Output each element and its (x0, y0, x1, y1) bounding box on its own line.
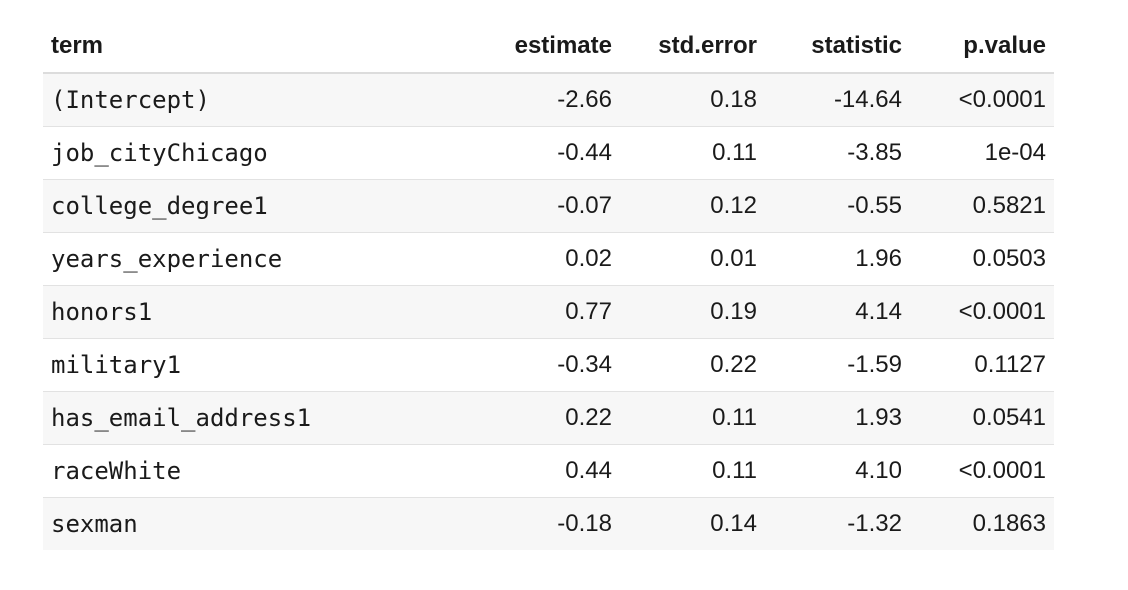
term-cell: raceWhite (43, 444, 470, 498)
p-value-cell: 0.0503 (910, 232, 1054, 286)
table-row: job_cityChicago -0.44 0.11 -3.85 1e-04 (43, 126, 1054, 180)
estimate-cell: -0.07 (470, 179, 620, 233)
statistic-cell: -1.59 (765, 338, 910, 392)
p-value-cell: <0.0001 (910, 73, 1054, 127)
statistic-cell: -0.55 (765, 179, 910, 233)
term-cell: honors1 (43, 285, 470, 339)
table-body: (Intercept) -2.66 0.18 -14.64 <0.0001 jo… (43, 73, 1054, 550)
term-cell: years_experience (43, 232, 470, 286)
p-value-cell: 0.1127 (910, 338, 1054, 392)
estimate-cell: -0.34 (470, 338, 620, 392)
header-term: term (43, 20, 470, 74)
table-header: term estimate std.error statistic p.valu… (43, 20, 1054, 74)
term-cell: military1 (43, 338, 470, 392)
table-row: honors1 0.77 0.19 4.14 <0.0001 (43, 285, 1054, 339)
p-value-cell: 0.5821 (910, 179, 1054, 233)
std-error-cell: 0.14 (620, 497, 765, 550)
std-error-cell: 0.22 (620, 338, 765, 392)
std-error-cell: 0.11 (620, 444, 765, 498)
table-row: college_degree1 -0.07 0.12 -0.55 0.5821 (43, 179, 1054, 233)
std-error-cell: 0.12 (620, 179, 765, 233)
table-row: has_email_address1 0.22 0.11 1.93 0.0541 (43, 391, 1054, 445)
statistic-cell: -1.32 (765, 497, 910, 550)
estimate-cell: 0.77 (470, 285, 620, 339)
table-row: sexman -0.18 0.14 -1.32 0.1863 (43, 497, 1054, 550)
table-row: raceWhite 0.44 0.11 4.10 <0.0001 (43, 444, 1054, 498)
regression-table: term estimate std.error statistic p.valu… (43, 20, 1054, 550)
statistic-cell: -3.85 (765, 126, 910, 180)
term-cell: college_degree1 (43, 179, 470, 233)
header-row: term estimate std.error statistic p.valu… (43, 20, 1054, 74)
estimate-cell: 0.44 (470, 444, 620, 498)
table-row: (Intercept) -2.66 0.18 -14.64 <0.0001 (43, 73, 1054, 127)
header-std-error: std.error (620, 20, 765, 74)
std-error-cell: 0.19 (620, 285, 765, 339)
p-value-cell: 0.1863 (910, 497, 1054, 550)
estimate-cell: 0.02 (470, 232, 620, 286)
term-cell: (Intercept) (43, 73, 470, 127)
header-statistic: statistic (765, 20, 910, 74)
estimate-cell: -2.66 (470, 73, 620, 127)
header-p-value: p.value (910, 20, 1054, 74)
table-row: years_experience 0.02 0.01 1.96 0.0503 (43, 232, 1054, 286)
estimate-cell: -0.44 (470, 126, 620, 180)
std-error-cell: 0.11 (620, 391, 765, 445)
std-error-cell: 0.11 (620, 126, 765, 180)
term-cell: job_cityChicago (43, 126, 470, 180)
regression-table-container: term estimate std.error statistic p.valu… (43, 20, 1054, 550)
term-cell: sexman (43, 497, 470, 550)
header-estimate: estimate (470, 20, 620, 74)
estimate-cell: -0.18 (470, 497, 620, 550)
term-cell: has_email_address1 (43, 391, 470, 445)
std-error-cell: 0.18 (620, 73, 765, 127)
p-value-cell: <0.0001 (910, 444, 1054, 498)
table-row: military1 -0.34 0.22 -1.59 0.1127 (43, 338, 1054, 392)
p-value-cell: 0.0541 (910, 391, 1054, 445)
std-error-cell: 0.01 (620, 232, 765, 286)
statistic-cell: 1.93 (765, 391, 910, 445)
estimate-cell: 0.22 (470, 391, 620, 445)
statistic-cell: 1.96 (765, 232, 910, 286)
statistic-cell: 4.10 (765, 444, 910, 498)
p-value-cell: 1e-04 (910, 126, 1054, 180)
statistic-cell: -14.64 (765, 73, 910, 127)
p-value-cell: <0.0001 (910, 285, 1054, 339)
statistic-cell: 4.14 (765, 285, 910, 339)
